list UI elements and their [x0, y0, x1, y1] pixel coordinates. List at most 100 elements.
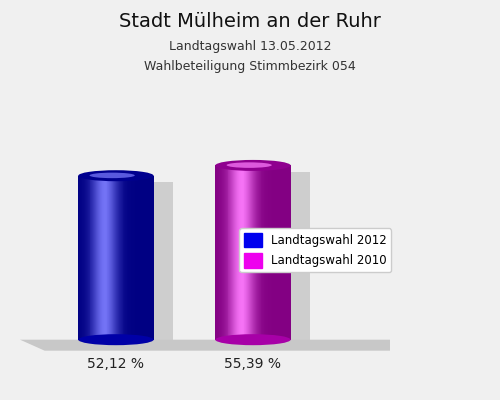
Bar [236, 166, 237, 340]
Bar [104, 176, 106, 340]
Bar [144, 176, 145, 340]
Bar [278, 166, 280, 340]
Bar [250, 166, 251, 340]
Bar [110, 176, 111, 340]
Bar [286, 166, 287, 340]
Text: 55,39 %: 55,39 % [224, 357, 281, 371]
Bar [114, 176, 115, 340]
Bar [108, 176, 110, 340]
Bar [264, 166, 265, 340]
Bar [219, 166, 220, 340]
Bar [96, 176, 97, 340]
Bar [256, 166, 258, 340]
Bar [221, 166, 222, 340]
Bar [124, 176, 126, 340]
Bar [119, 176, 120, 340]
Bar [80, 176, 81, 340]
Bar [88, 176, 90, 340]
Polygon shape [98, 182, 174, 346]
Bar [97, 176, 98, 340]
Bar [140, 176, 141, 340]
Bar [244, 166, 246, 340]
Bar [246, 166, 248, 340]
Bar [95, 176, 96, 340]
Bar [131, 176, 132, 340]
Bar [267, 166, 268, 340]
Bar [276, 166, 278, 340]
Bar [147, 176, 148, 340]
Bar [269, 166, 270, 340]
Bar [240, 166, 242, 340]
Ellipse shape [216, 160, 290, 171]
Bar [84, 176, 85, 340]
Bar [79, 176, 80, 340]
Ellipse shape [78, 334, 154, 345]
Bar [122, 176, 124, 340]
Bar [260, 166, 262, 340]
Bar [228, 166, 230, 340]
Bar [145, 176, 146, 340]
Bar [282, 166, 283, 340]
Bar [129, 176, 130, 340]
Bar [112, 176, 113, 340]
Text: Landtagswahl 13.05.2012: Landtagswahl 13.05.2012 [169, 40, 331, 53]
Bar [138, 176, 140, 340]
Polygon shape [20, 340, 414, 351]
Bar [115, 176, 116, 340]
Bar [130, 176, 131, 340]
Bar [226, 166, 228, 340]
Bar [239, 166, 240, 340]
Bar [116, 176, 117, 340]
Bar [274, 166, 276, 340]
Bar [100, 176, 101, 340]
Bar [220, 166, 221, 340]
Ellipse shape [78, 170, 154, 181]
Bar [232, 166, 233, 340]
Bar [111, 176, 112, 340]
Bar [216, 166, 217, 340]
Bar [251, 166, 252, 340]
Bar [265, 166, 266, 340]
Text: Wahlbeteiligung Stimmbezirk 054: Wahlbeteiligung Stimmbezirk 054 [144, 60, 356, 73]
Text: 52,12 %: 52,12 % [88, 357, 144, 371]
Bar [85, 176, 86, 340]
Bar [230, 166, 232, 340]
Polygon shape [235, 172, 310, 346]
Bar [126, 176, 127, 340]
Bar [152, 176, 154, 340]
Bar [99, 176, 100, 340]
Bar [283, 166, 284, 340]
Bar [146, 176, 147, 340]
Bar [288, 166, 289, 340]
Bar [117, 176, 118, 340]
Bar [262, 166, 264, 340]
Bar [223, 166, 224, 340]
Ellipse shape [226, 162, 272, 168]
Bar [270, 166, 271, 340]
Bar [142, 176, 143, 340]
Bar [98, 176, 99, 340]
Bar [266, 166, 267, 340]
Bar [252, 166, 253, 340]
Bar [218, 166, 219, 340]
Bar [234, 166, 235, 340]
Bar [150, 176, 151, 340]
Bar [151, 176, 152, 340]
Legend: Landtagswahl 2012, Landtagswahl 2010: Landtagswahl 2012, Landtagswahl 2010 [239, 228, 392, 272]
Bar [101, 176, 102, 340]
Bar [102, 176, 104, 340]
Bar [92, 176, 94, 340]
Ellipse shape [216, 334, 290, 345]
Bar [90, 176, 92, 340]
Bar [235, 166, 236, 340]
Bar [255, 166, 256, 340]
Bar [132, 176, 133, 340]
Bar [149, 176, 150, 340]
Bar [118, 176, 119, 340]
Bar [281, 166, 282, 340]
Bar [285, 166, 286, 340]
Bar [136, 176, 138, 340]
Bar [78, 176, 79, 340]
Ellipse shape [90, 173, 135, 178]
Bar [289, 166, 290, 340]
